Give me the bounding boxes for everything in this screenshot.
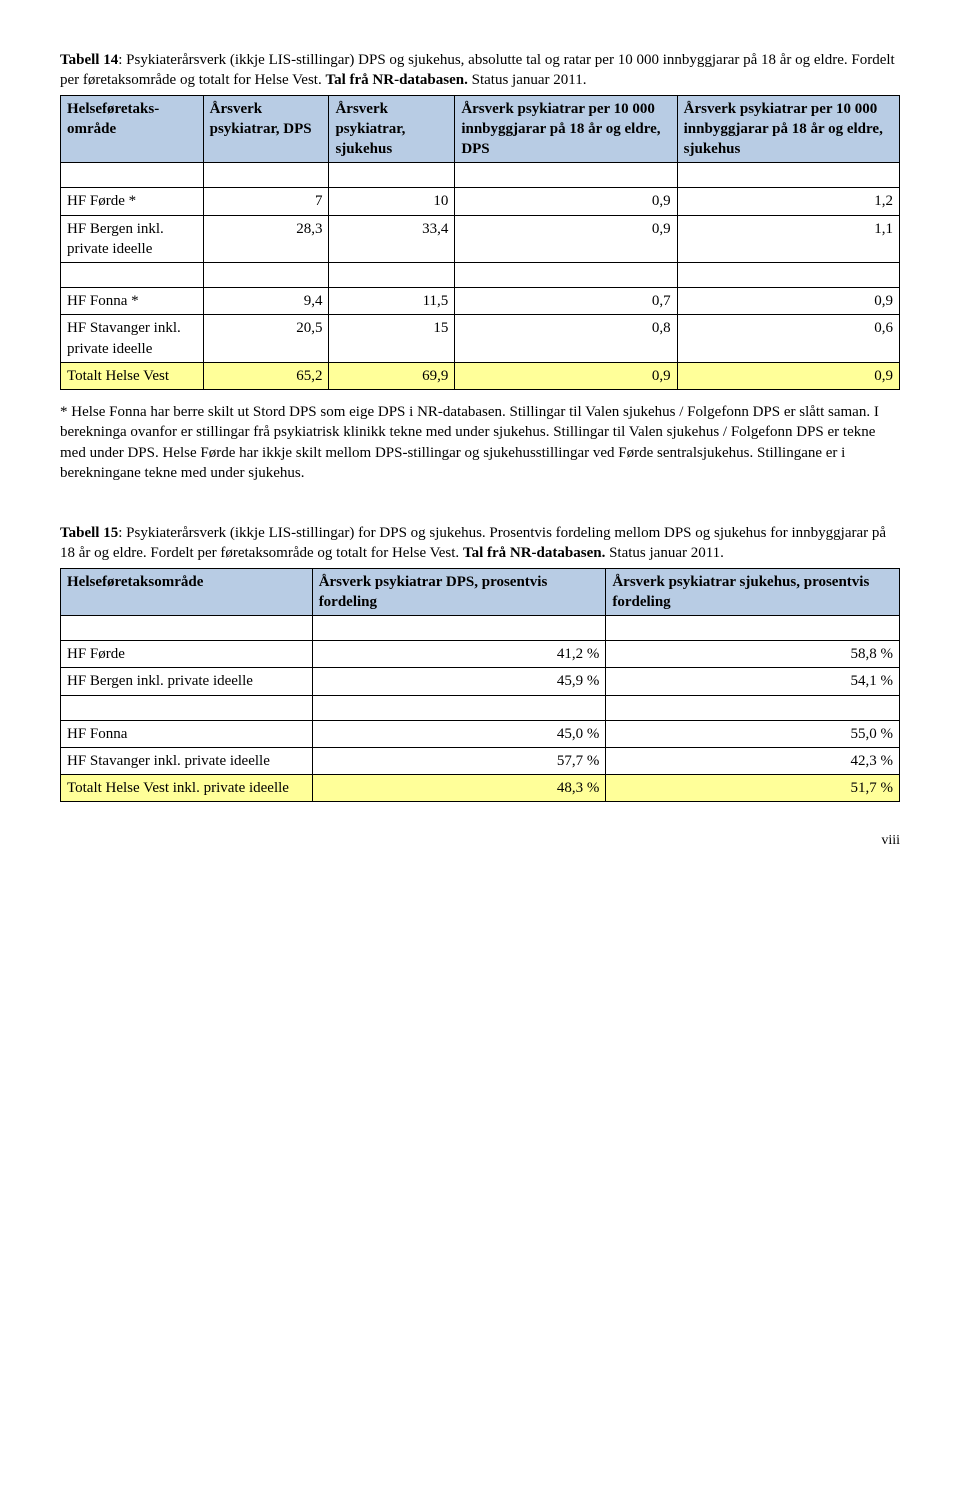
spacer-cell: [61, 263, 204, 288]
table15-intro: Tabell 15: Psykiaterårsverk (ikkje LIS-s…: [60, 523, 900, 564]
spacer-cell: [677, 263, 899, 288]
spacer-cell: [203, 263, 329, 288]
table-cell: 11,5: [329, 288, 455, 315]
table-cell: 51,7 %: [606, 775, 900, 802]
table-cell: Totalt Helse Vest inkl. private ideelle: [61, 775, 313, 802]
table-cell: HF Førde *: [61, 188, 204, 215]
column-header: Årsverk psykiatrar per 10 000 innbyggjar…: [455, 95, 677, 163]
table-cell: 48,3 %: [312, 775, 606, 802]
column-header: Helseføretaks-område: [61, 95, 204, 163]
table-cell: HF Stavanger inkl. private ideelle: [61, 315, 204, 363]
table14-footnote: * Helse Fonna har berre skilt ut Stord D…: [60, 402, 900, 483]
table-cell: 9,4: [203, 288, 329, 315]
spacer-cell: [677, 163, 899, 188]
table14: Helseføretaks-områdeÅrsverk psykiatrar, …: [60, 95, 900, 391]
spacer-cell: [61, 695, 313, 720]
table-cell: Totalt Helse Vest: [61, 362, 204, 389]
table-cell: 33,4: [329, 215, 455, 263]
table-cell: 0,9: [677, 362, 899, 389]
table-cell: 10: [329, 188, 455, 215]
table-cell: 15: [329, 315, 455, 363]
spacer-cell: [606, 616, 900, 641]
spacer-cell: [61, 163, 204, 188]
column-header: Årsverk psykiatrar per 10 000 innbyggjar…: [677, 95, 899, 163]
table-cell: 20,5: [203, 315, 329, 363]
table-cell: 1,1: [677, 215, 899, 263]
spacer-cell: [455, 163, 677, 188]
table-cell: 58,8 %: [606, 641, 900, 668]
table-cell: 57,7 %: [312, 747, 606, 774]
column-header: Årsverk psykiatrar, DPS: [203, 95, 329, 163]
table-cell: HF Førde: [61, 641, 313, 668]
spacer-cell: [329, 263, 455, 288]
spacer-cell: [312, 616, 606, 641]
table-cell: 0,9: [677, 288, 899, 315]
table-cell: 69,9: [329, 362, 455, 389]
column-header: Årsverk psykiatrar sjukehus, prosentvis …: [606, 568, 900, 616]
table-cell: 0,9: [455, 215, 677, 263]
table-cell: HF Bergen inkl. private ideelle: [61, 668, 313, 695]
table-cell: HF Bergen inkl. private ideelle: [61, 215, 204, 263]
table-cell: 42,3 %: [606, 747, 900, 774]
table-cell: 0,6: [677, 315, 899, 363]
column-header: Årsverk psykiatrar, sjukehus: [329, 95, 455, 163]
table-cell: 54,1 %: [606, 668, 900, 695]
table-cell: 28,3: [203, 215, 329, 263]
column-header: Helseføretaksområde: [61, 568, 313, 616]
table14-body: Helseføretaks-områdeÅrsverk psykiatrar, …: [61, 95, 900, 390]
table-cell: 0,9: [455, 188, 677, 215]
table-cell: 45,9 %: [312, 668, 606, 695]
table14-intro: Tabell 14: Psykiaterårsverk (ikkje LIS-s…: [60, 50, 900, 91]
table-cell: 7: [203, 188, 329, 215]
spacer-cell: [312, 695, 606, 720]
table-cell: HF Fonna: [61, 720, 313, 747]
table-cell: 45,0 %: [312, 720, 606, 747]
table-cell: HF Stavanger inkl. private ideelle: [61, 747, 313, 774]
spacer-cell: [455, 263, 677, 288]
spacer-cell: [203, 163, 329, 188]
table15-body: HelseføretaksområdeÅrsverk psykiatrar DP…: [61, 568, 900, 802]
table-cell: 65,2: [203, 362, 329, 389]
table-cell: 55,0 %: [606, 720, 900, 747]
page-number: viii: [60, 832, 900, 851]
spacer-cell: [61, 616, 313, 641]
table-cell: 0,8: [455, 315, 677, 363]
table-cell: 0,7: [455, 288, 677, 315]
spacer-cell: [329, 163, 455, 188]
column-header: Årsverk psykiatrar DPS, prosentvis forde…: [312, 568, 606, 616]
table-cell: HF Fonna *: [61, 288, 204, 315]
table-cell: 0,9: [455, 362, 677, 389]
table-cell: 1,2: [677, 188, 899, 215]
table15: HelseføretaksområdeÅrsverk psykiatrar DP…: [60, 568, 900, 803]
table-cell: 41,2 %: [312, 641, 606, 668]
spacer-cell: [606, 695, 900, 720]
